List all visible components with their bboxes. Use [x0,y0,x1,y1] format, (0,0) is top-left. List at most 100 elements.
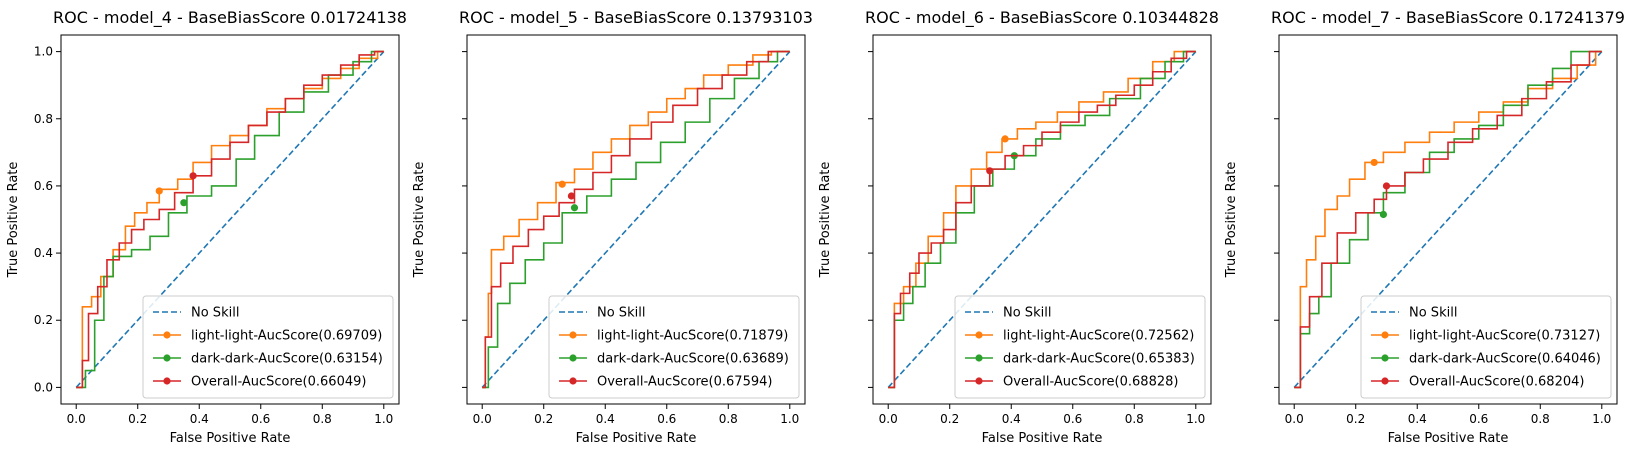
legend-marker [1381,331,1389,339]
legend-entry: light-light-AucScore(0.73127) [1409,329,1600,344]
x-tick-label: 0.2 [1346,412,1365,426]
x-axis-label: False Positive Rate [1388,431,1509,446]
legend: No Skill light-light-AucScore(0.71879) dar… [548,295,800,399]
plot-frame [872,34,1212,405]
x-tick-label: 0.8 [719,412,738,426]
threshold-marker-overall [986,167,994,175]
x-tick-label: 1.0 [780,412,799,426]
x-tick-label: 0.6 [251,412,270,426]
y-tick-label: 0.2 [34,313,53,327]
x-tick-label: 1.0 [1186,412,1205,426]
series-line-overall [482,50,790,389]
chart-title: ROC - model_7 - BaseBiasScore 0.17241379 [1271,8,1625,28]
plot-frame [60,34,400,405]
x-tick-label: 0.6 [1063,412,1082,426]
legend-marker [569,331,577,339]
x-tick-label: 0.2 [534,412,553,426]
legend-entry: dark-dark-AucScore(0.64046) [1409,352,1601,367]
legend-entry: No Skill [597,306,645,321]
y-tick-label: 0.0 [34,380,53,394]
x-axis-label: False Positive Rate [170,431,291,446]
legend-marker [569,377,577,385]
x-tick-label: 0.0 [1285,412,1304,426]
legend-box [142,295,394,399]
threshold-marker-dark-dark [1379,210,1388,219]
series-line-dark-dark [76,50,384,389]
plot-frame [466,34,806,405]
x-tick-label: 0.6 [657,412,676,426]
x-tick-label: 1.0 [1592,412,1611,426]
threshold-marker-overall [1382,182,1391,190]
y-axis-label: True Positive Rate [412,162,427,279]
x-tick-label: 0.2 [128,412,147,426]
legend: No Skill light-light-AucScore(0.72562) dar… [954,295,1206,399]
threshold-marker-overall [189,172,197,180]
y-tick-label: 0.6 [34,179,53,193]
legend-entry: No Skill [1003,306,1051,321]
roc-panel-1: ROC - model_4 - BaseBiasScore 0.01724138… [6,8,407,446]
series-line-overall [1294,50,1602,389]
y-tick-label: 0.8 [34,112,53,126]
legend-marker [975,377,983,385]
series-line-no-skill [481,51,791,388]
legend: No Skill light-light-AucScore(0.73127) dar… [1360,295,1612,399]
series-line-dark-dark [482,50,790,389]
plot-frame [1278,34,1618,405]
x-tick-label: 0.8 [313,412,332,426]
threshold-marker-light-light [155,187,163,195]
x-tick-label: 0.0 [473,412,492,426]
roc-panel-2: ROC - model_5 - BaseBiasScore 0.13793103… [412,8,813,446]
legend-entry: light-light-AucScore(0.69709) [191,329,382,344]
x-axis-label: False Positive Rate [982,431,1103,446]
legend-box [1360,295,1612,399]
series-line-no-skill [1293,51,1603,388]
x-tick-label: 1.0 [374,412,393,426]
legend-marker [1381,377,1389,385]
legend-entry: No Skill [191,306,239,321]
x-tick-label: 0.4 [1002,412,1021,426]
x-tick-label: 0.8 [1531,412,1550,426]
threshold-marker-dark-dark [570,204,579,212]
legend-marker [975,331,983,339]
roc-panel-4: ROC - model_7 - BaseBiasScore 0.17241379… [1224,8,1625,446]
x-tick-label: 0.4 [1408,412,1427,426]
legend-entry: dark-dark-AucScore(0.63154) [191,352,383,367]
series-line-overall [888,50,1196,389]
x-tick-label: 0.4 [596,412,615,426]
series-line-light-light [888,50,1196,389]
x-tick-label: 0.0 [879,412,898,426]
legend-entry: light-light-AucScore(0.72562) [1003,329,1194,344]
legend-marker [163,331,171,339]
legend-entry: dark-dark-AucScore(0.65383) [1003,352,1195,367]
x-tick-label: 0.0 [67,412,86,426]
legend-marker [163,377,171,385]
legend-box [954,295,1206,399]
legend-marker [569,354,577,362]
y-axis-label: True Positive Rate [1224,162,1239,279]
legend-entry: Overall-AucScore(0.66049) [191,375,366,390]
x-tick-label: 0.4 [190,412,209,426]
threshold-marker-light-light [558,180,566,188]
legend-entry: Overall-AucScore(0.68204) [1409,375,1584,390]
roc-panel-3: ROC - model_6 - BaseBiasScore 0.10344828… [818,8,1219,446]
y-tick-label: 0.4 [34,246,53,260]
chart-title: ROC - model_6 - BaseBiasScore 0.10344828 [865,8,1219,28]
threshold-marker-light-light [1001,135,1009,143]
threshold-marker-dark-dark [180,199,188,207]
x-tick-label: 0.6 [1469,412,1488,426]
legend: No Skill light-light-AucScore(0.69709) dar… [142,295,394,399]
legend-marker [975,354,983,362]
legend-box [548,295,800,399]
x-tick-label: 0.2 [940,412,959,426]
x-tick-label: 0.8 [1125,412,1144,426]
threshold-marker-overall [567,192,576,200]
series-line-no-skill [887,51,1197,388]
legend-marker [163,354,171,362]
legend-entry: light-light-AucScore(0.71879) [597,329,788,344]
threshold-marker-light-light [1370,158,1378,167]
legend-entry: Overall-AucScore(0.68828) [1003,375,1178,390]
x-axis-label: False Positive Rate [576,431,697,446]
series-line-overall [76,50,384,389]
series-line-no-skill [75,51,385,388]
y-tick-label: 1.0 [34,45,53,59]
